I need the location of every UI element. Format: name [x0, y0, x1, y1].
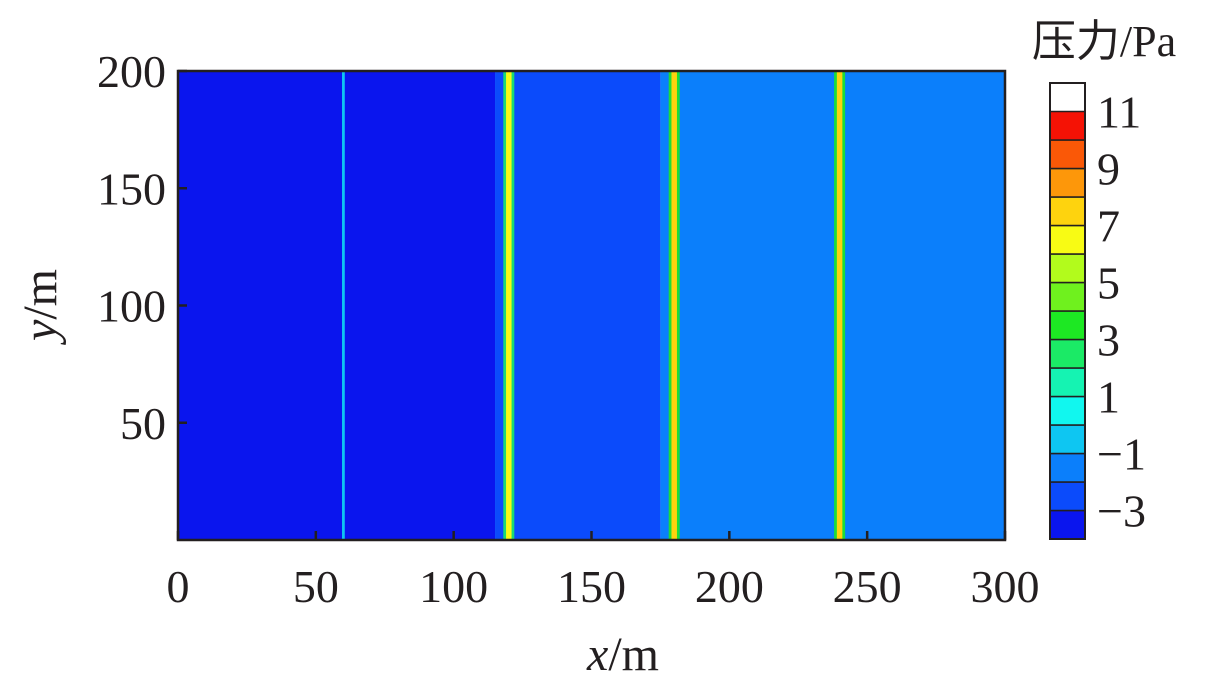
x-tick-label: 200 [695, 561, 764, 612]
y-tick-label: 150 [97, 163, 166, 214]
colorbar-label: 7 [1097, 201, 1120, 252]
colorbar-swatch [1049, 110, 1086, 141]
x-tick-label: 50 [293, 561, 339, 612]
colorbar-labels: 11 9 7 5 3 1 −1 −3 [1097, 87, 1146, 537]
wave-front-3 [668, 71, 680, 540]
colorbar-swatch [1049, 509, 1086, 540]
colorbar-swatch [1049, 481, 1086, 512]
x-axis: 0 50 100 150 200 250 300 [167, 531, 1040, 612]
y-tick-label: 50 [120, 398, 166, 449]
colorbar-swatch [1049, 196, 1086, 227]
contour-region-1 [178, 71, 496, 540]
x-axis-title: x/m [586, 628, 659, 681]
colorbar-label: 9 [1097, 144, 1120, 195]
colorbar-swatch [1049, 395, 1086, 426]
colorbar-swatch [1049, 338, 1086, 369]
contour-fill [178, 71, 1005, 540]
colorbar-label: 1 [1097, 372, 1120, 423]
colorbar-label: −3 [1097, 486, 1146, 537]
colorbar-swatch [1049, 224, 1086, 255]
y-axis-title: y/m [14, 269, 67, 346]
contour-region-2 [495, 71, 661, 540]
colorbar [1049, 82, 1086, 540]
colorbar-label: 11 [1097, 87, 1141, 138]
colorbar-label: 5 [1097, 258, 1120, 309]
y-tick-label: 200 [97, 46, 166, 97]
contour-region-3 [660, 71, 1005, 540]
x-tick-label: 100 [419, 561, 488, 612]
wave-front-4 [834, 71, 846, 540]
x-tick-label: 0 [167, 561, 190, 612]
colorbar-swatch [1049, 452, 1086, 483]
colorbar-swatch [1049, 281, 1086, 312]
colorbar-swatch [1049, 139, 1086, 170]
colorbar-swatch [1049, 253, 1086, 284]
colorbar-label: −1 [1097, 429, 1146, 480]
x-tick-label: 150 [557, 561, 626, 612]
y-tick-label: 100 [97, 281, 166, 332]
x-tick-label: 300 [971, 561, 1040, 612]
x-tick-label: 250 [833, 561, 902, 612]
colorbar-swatch [1049, 367, 1086, 398]
colorbar-swatch [1049, 310, 1086, 341]
colorbar-frame [1049, 82, 1086, 540]
wave-front-1 [340, 71, 347, 540]
wave-front-2 [503, 71, 515, 540]
colorbar-label: 3 [1097, 315, 1120, 366]
colorbar-title: 压力/Pa [1032, 17, 1176, 66]
colorbar-swatch [1049, 424, 1086, 455]
colorbar-swatch [1049, 167, 1086, 198]
y-axis: 50 100 150 200 [97, 46, 187, 449]
